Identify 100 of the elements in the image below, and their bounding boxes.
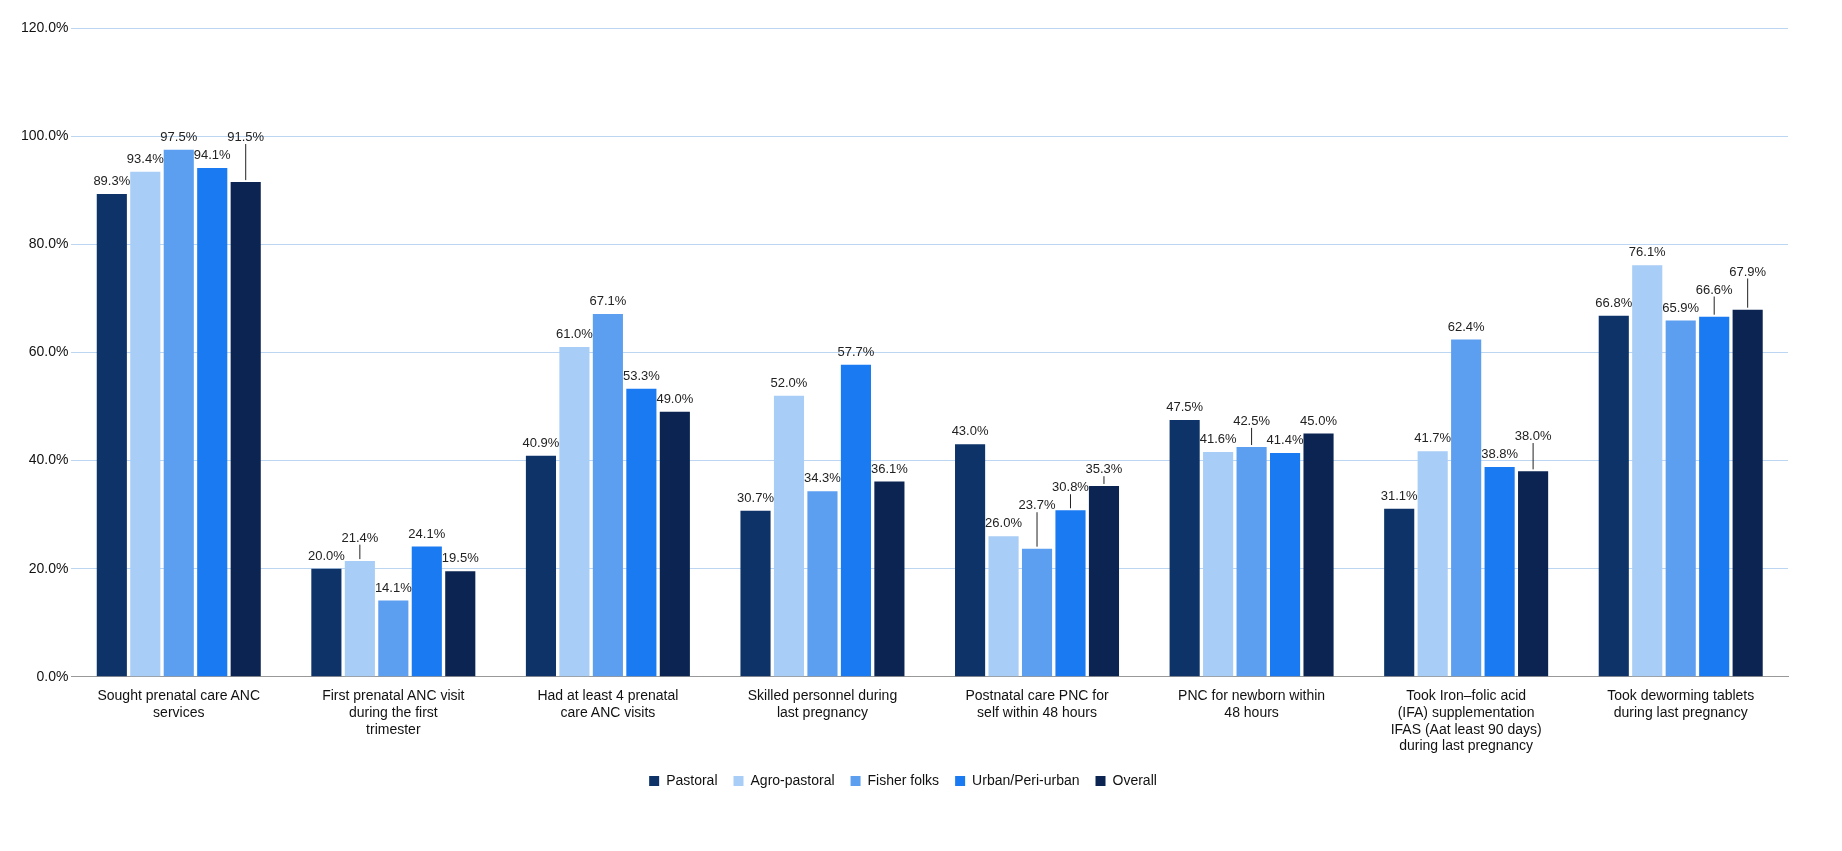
legend-label: Agro-pastoral [750,771,835,788]
data-label: 66.8% [1595,294,1633,310]
bar [955,444,986,677]
bar [1384,508,1415,677]
data-label: 89.3% [93,173,131,189]
bar [1169,419,1200,677]
data-label: 40.9% [522,434,560,450]
data-label: 93.4% [126,150,165,166]
data-label: 21.4% [341,529,379,545]
bar [840,364,871,677]
data-label: 67.9% [1729,263,1767,279]
bar [411,546,442,677]
data-label: 91.5% [227,129,265,145]
data-label: 61.0% [555,326,594,342]
bar [1417,451,1448,677]
data-label: 41.4% [1266,432,1304,448]
data-label: 49.0% [656,390,694,406]
data-label: 20.0% [307,547,346,563]
bar [230,182,261,677]
y-tick-label: 0.0% [36,667,69,684]
bar [1518,471,1549,677]
y-tick-label: 20.0% [28,559,69,576]
x-tick-label: Took Iron–folic acid (IFA) supplementation IFAS (Aat least 90 days) during last pregnancy [1390,687,1542,754]
x-tick-label: First prenatal ANC visit during the first trimester [322,687,465,737]
y-tick-label: 40.0% [28,451,69,468]
data-label: 45.0% [1300,412,1338,428]
bar [874,481,905,677]
data-label: 76.1% [1628,244,1667,260]
bar [773,395,805,677]
data-label: 42.5% [1233,412,1271,428]
bar [659,411,690,677]
data-label: 97.5% [160,128,198,144]
data-label: 30.8% [1052,479,1090,495]
bar [96,193,127,677]
x-tick-label: Sought prenatal care ANC services [97,687,261,720]
bar [1665,320,1696,677]
x-tick-label: Postnatal care PNC for self within 48 hours [965,687,1109,720]
bar [311,568,342,677]
bar [1021,548,1053,677]
bar [626,388,657,677]
bar [525,455,557,677]
bar [988,536,1019,677]
x-tick-label: PNC for newborn within 48 hours [1178,687,1326,720]
bar [163,149,194,677]
data-label: 94.1% [193,147,232,163]
data-label: 23.7% [1018,497,1056,513]
bar [344,561,375,677]
data-label: 30.7% [737,489,775,505]
bar [807,491,838,677]
bar [592,314,623,677]
data-label: 26.0% [985,515,1023,531]
bar [1732,309,1763,677]
data-label: 34.3% [804,470,842,486]
data-label: 41.7% [1414,430,1452,446]
y-tick-label: 120.0% [21,18,69,35]
data-label: 62.4% [1447,318,1486,334]
data-label: 31.1% [1380,487,1419,503]
data-label: 53.3% [622,367,661,383]
bar [1203,451,1234,677]
data-label: 38.8% [1481,446,1519,462]
y-tick-label: 100.0% [21,126,69,143]
data-label: 47.5% [1166,399,1204,415]
bar [1484,467,1515,677]
bar [130,171,161,677]
x-tick-label: Took deworming tablets during last pregnancy [1607,687,1755,720]
bar [1088,485,1120,677]
legend-label: Overall [1112,771,1157,788]
data-label: 41.6% [1199,430,1237,446]
bar [197,168,228,677]
bar [378,600,409,677]
data-label: 52.0% [770,374,808,390]
bar [445,571,476,677]
y-tick-label: 60.0% [28,343,69,360]
bar [1699,316,1730,677]
bar [1451,339,1482,677]
bar [740,510,771,677]
legend-label: Pastoral [666,771,718,788]
data-label: 66.6% [1695,281,1734,297]
bar [1598,315,1629,677]
bar [1632,265,1663,677]
data-label: 43.0% [951,423,989,439]
data-label: 24.1% [408,525,446,541]
bar [1270,452,1301,677]
bar [1236,447,1267,677]
data-label: 67.1% [589,293,627,309]
x-tick-label: Had at least 4 prenatal care ANC visits [537,687,679,720]
y-tick-label: 80.0% [28,235,69,252]
legend-label: Fisher folks [867,771,940,788]
x-tick-label: Skilled personnel during last pregnancy [747,687,898,720]
bar [1303,433,1334,677]
data-label: 65.9% [1662,299,1700,315]
data-label: 14.1% [374,579,413,595]
legend-label: Urban/Peri-urban [972,771,1080,788]
data-label: 35.3% [1085,461,1123,477]
bar [1055,510,1086,677]
data-label: 38.0% [1514,428,1552,444]
bar [559,346,590,677]
data-label: 57.7% [837,343,875,359]
data-label: 36.1% [870,460,909,476]
data-label: 19.5% [441,550,480,566]
